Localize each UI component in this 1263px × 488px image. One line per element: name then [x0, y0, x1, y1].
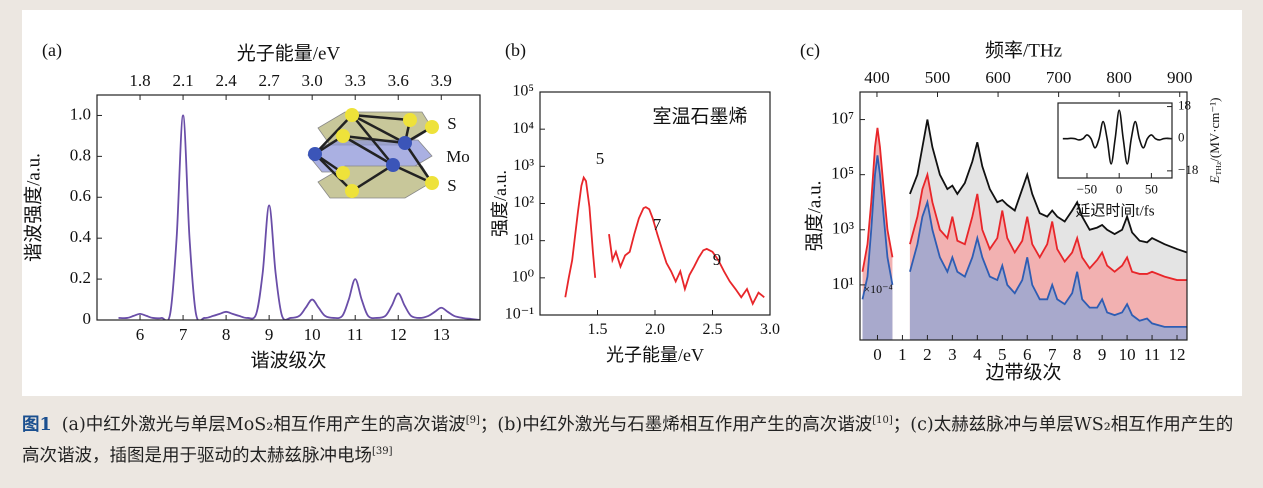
y-axis-title: 谐波强度/a.u.	[22, 153, 44, 262]
y-tick-label: 10⁴	[512, 120, 534, 137]
x-tick-label: 3	[948, 345, 957, 364]
x-tick-label: 2	[923, 345, 932, 364]
x-tick-label: 50	[1145, 181, 1158, 196]
x-tick-label: 2.0	[645, 321, 665, 338]
x-tick-label: 12	[390, 325, 407, 344]
x-tick-label: 7	[179, 325, 188, 344]
y-tick-label: −18	[1178, 162, 1198, 177]
caption-ref: [39]	[372, 446, 393, 457]
x-axis-title: 光子能量/eV	[606, 345, 704, 365]
x2-tick-label: 700	[1046, 68, 1072, 87]
x-tick-label: 8	[1073, 345, 1082, 364]
x2-axis-title: 光子能量/eV	[237, 42, 341, 64]
caption-ref: [10]	[872, 415, 893, 426]
y-tick-label: 10⁵	[831, 164, 854, 183]
y-tick-label: 0.6	[70, 186, 91, 205]
x-tick-label: 9	[265, 325, 274, 344]
x-tick-label: −50	[1077, 181, 1097, 196]
y-tick-label: 10¹	[832, 274, 854, 293]
annotation: 9	[713, 250, 722, 269]
annotation: 5	[596, 149, 605, 168]
y-tick-label: 0.2	[70, 268, 91, 287]
x-tick-label: 10	[304, 325, 321, 344]
x2-tick-label: 400	[864, 68, 890, 87]
page: 6789101112131.82.12.42.73.03.33.63.900.2…	[0, 0, 1263, 488]
x2-tick-label: 2.7	[259, 71, 281, 90]
x-tick-label: 6	[136, 325, 145, 344]
y-tick-label: 0	[83, 309, 92, 328]
y-tick-label: 10³	[832, 219, 854, 238]
x2-tick-label: 3.9	[431, 71, 452, 90]
y-axis-title-part: /(MV·cm⁻¹)	[1207, 98, 1222, 162]
y-tick-label: 1.0	[70, 104, 91, 123]
x-axis-title: 边带级次	[985, 361, 1061, 383]
x2-tick-label: 2.1	[172, 71, 193, 90]
y-axis-title: 强度/a.u.	[490, 170, 510, 237]
x-tick-label: 10	[1119, 345, 1136, 364]
caption-text: ；(b)中红外激光与石墨烯相互作用产生的高次谐波	[480, 415, 872, 435]
panel-label: (b)	[505, 40, 526, 61]
caption-label: 图1	[22, 415, 52, 435]
x-tick-label: 11	[347, 325, 363, 344]
panel-label: (a)	[42, 40, 62, 61]
y-tick-label: 10³	[513, 157, 534, 174]
x-tick-label: 6	[1023, 345, 1032, 364]
x2-tick-label: 1.8	[129, 71, 150, 90]
x-axis-title: 延迟时间t/fs	[1075, 202, 1154, 219]
x-tick-label: 0	[1116, 181, 1123, 196]
caption: 图1 (a)中红外激光与单层MoS₂相互作用产生的高次谐波[9]；(b)中红外激光…	[22, 410, 1244, 472]
y-tick-label: 10²	[513, 194, 534, 211]
y-tick-label: 0.4	[70, 227, 92, 246]
y-tick-label: 0.8	[70, 145, 91, 164]
x2-tick-label: 500	[925, 68, 951, 87]
y-tick-label: 10⁵	[512, 83, 534, 100]
x2-tick-label: 2.4	[215, 71, 237, 90]
annotation: Mo	[446, 147, 470, 166]
panel-label: (c)	[800, 40, 820, 61]
x-tick-label: 8	[222, 325, 231, 344]
annotation: ×10⁻⁴	[863, 282, 892, 296]
x-tick-label: 9	[1098, 345, 1107, 364]
x-tick-label: 1.5	[588, 321, 608, 338]
y-tick-label: 10⁻¹	[505, 306, 534, 323]
x2-tick-label: 600	[985, 68, 1011, 87]
x-tick-label: 4	[973, 345, 982, 364]
x-tick-label: 11	[1144, 345, 1160, 364]
y-tick-label: 10¹	[513, 231, 534, 248]
x-tick-label: 0	[873, 345, 882, 364]
x-tick-label: 5	[998, 345, 1007, 364]
x-tick-label: 13	[433, 325, 450, 344]
x-tick-label: 2.5	[703, 321, 723, 338]
annotation: 7	[653, 215, 662, 234]
y-tick-label: 10⁷	[831, 108, 854, 127]
y-axis-title: 强度/a.u.	[803, 181, 825, 252]
y-axis-title-part: THz	[1214, 161, 1223, 175]
annotation: S	[447, 176, 456, 195]
x2-tick-label: 3.3	[345, 71, 366, 90]
x-tick-label: 12	[1169, 345, 1186, 364]
x2-axis-title: 频率/THz	[985, 39, 1062, 61]
y-tick-label: 10⁰	[512, 269, 534, 286]
x2-tick-label: 800	[1106, 68, 1132, 87]
y-tick-label: 0	[1178, 130, 1185, 145]
x-tick-label: 3.0	[760, 321, 780, 338]
annotation: 室温石墨烯	[652, 105, 747, 127]
x2-tick-label: 3.0	[302, 71, 323, 90]
y-axis-title-part: E	[1207, 176, 1222, 185]
x2-tick-label: 3.6	[388, 71, 409, 90]
caption-ref: [9]	[466, 415, 480, 426]
x-tick-label: 1	[898, 345, 907, 364]
caption-text: (a)中红外激光与单层MoS₂相互作用产生的高次谐波	[62, 415, 466, 435]
x-tick-label: 7	[1048, 345, 1057, 364]
y-tick-label: 18	[1178, 98, 1191, 113]
x2-tick-label: 900	[1167, 68, 1193, 87]
annotation: S	[447, 114, 456, 133]
x-axis-title: 谐波级次	[250, 349, 326, 371]
